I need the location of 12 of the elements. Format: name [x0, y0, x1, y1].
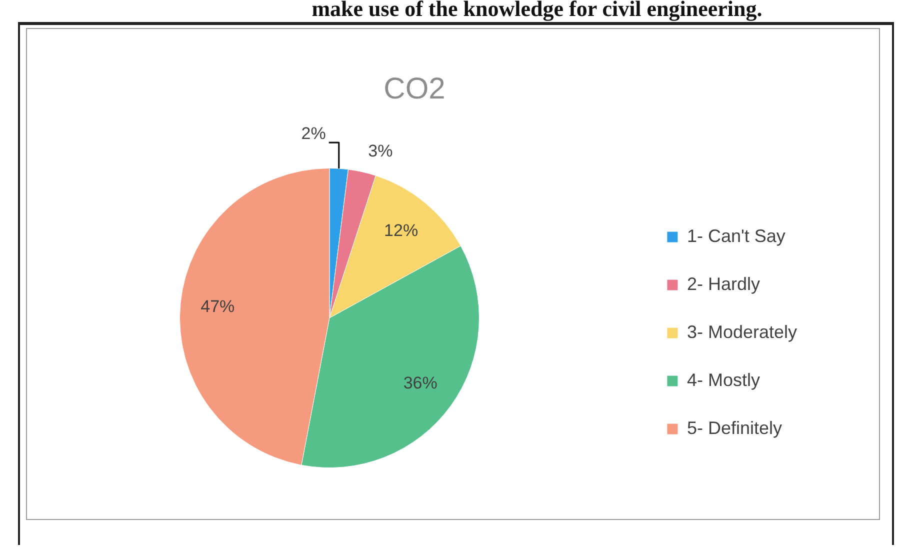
- legend-label: 5- Definitely: [686, 418, 782, 438]
- legend-label: 4- Mostly: [686, 370, 760, 390]
- data-label: 47%: [200, 297, 235, 316]
- data-label: 2%: [301, 124, 326, 144]
- legend-label: 3- Moderately: [686, 322, 798, 342]
- legend-label: 2- Hardly: [686, 274, 760, 294]
- data-label: 3%: [368, 142, 393, 161]
- text: make use of the knowledge for civil engineering.: [310, 0, 764, 22]
- chart-title: CO2: [384, 72, 446, 106]
- data-label: 36%: [403, 374, 438, 393]
- data-label: 12%: [384, 221, 418, 240]
- legend-label: 1- Can't Say: [686, 226, 786, 246]
